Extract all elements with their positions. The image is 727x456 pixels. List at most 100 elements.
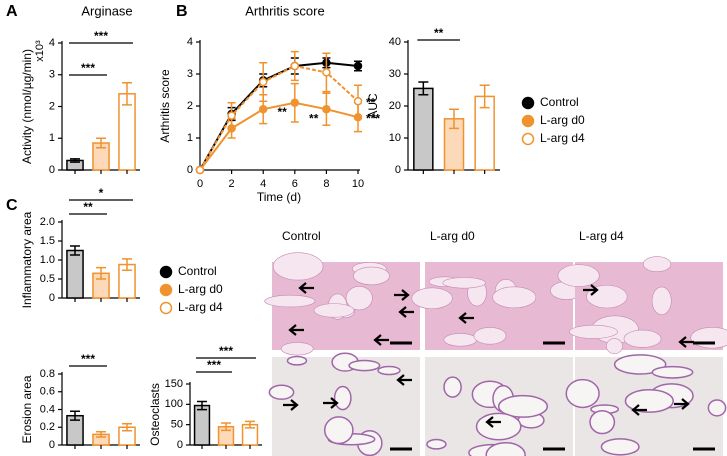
- series-line: [199, 101, 359, 171]
- data-point: [258, 104, 268, 114]
- tissue-feature: [589, 409, 616, 435]
- significance-label: ***: [219, 344, 233, 358]
- arrow: [373, 334, 389, 346]
- data-point: [195, 165, 205, 175]
- tissue-feature: [333, 385, 352, 411]
- error-bar: [122, 258, 132, 272]
- tissue-feature: [353, 266, 390, 286]
- tissue-feature: [473, 327, 507, 345]
- significance-label: ***: [207, 358, 221, 372]
- legend-marker: [159, 283, 173, 297]
- y-tick-label: 3: [49, 69, 55, 81]
- arrow: [583, 284, 599, 296]
- tissue-feature: [345, 286, 373, 311]
- tissue-feature: [411, 287, 453, 310]
- tissue-feature: [600, 438, 640, 456]
- y-tick-label: 2.0: [40, 216, 55, 228]
- histology-image: [268, 352, 420, 456]
- tissue-feature: [443, 376, 462, 398]
- legend-label: Control: [540, 95, 579, 109]
- tissue-feature: [642, 256, 672, 272]
- tissue-feature: [492, 286, 537, 309]
- y-tick-label: 0.5: [40, 273, 55, 285]
- significance-label: ***: [81, 61, 95, 75]
- y-tick-label: 100: [165, 398, 183, 410]
- tissue-feature: [443, 333, 478, 347]
- tissue-feature: [624, 388, 674, 413]
- legend-label: Control: [178, 264, 217, 278]
- arrow: [458, 312, 474, 324]
- legend-marker: [521, 132, 535, 146]
- x-axis-label: Time (d): [257, 190, 301, 204]
- histology-image: [565, 354, 727, 456]
- y-axis-label: Erosion area: [20, 375, 34, 443]
- panel-label: A: [6, 3, 18, 20]
- arrow: [298, 282, 314, 294]
- legend-label: L-arg d4: [178, 300, 223, 314]
- tissue-feature: [485, 441, 526, 456]
- x-tick-label: 10: [352, 178, 364, 190]
- tissue-feature: [565, 378, 600, 409]
- error-bar: [122, 81, 132, 106]
- tissue-feature: [613, 354, 667, 375]
- tissue-feature: [606, 338, 623, 355]
- image-label: L-arg d0: [430, 229, 475, 243]
- y-tick-label: 2: [49, 100, 55, 112]
- tissue-feature: [268, 384, 295, 400]
- legend-marker: [521, 96, 535, 110]
- tissue-feature: [426, 438, 447, 450]
- histology-image: [557, 256, 727, 355]
- y-tick-label: 1: [49, 132, 55, 144]
- y-tick-label: 50: [171, 419, 183, 431]
- arrow: [398, 306, 414, 318]
- error-bar: [70, 245, 80, 256]
- tissue-feature: [651, 365, 694, 379]
- tissue-feature: [651, 286, 672, 316]
- bar: [413, 87, 434, 171]
- tissue-feature: [557, 264, 600, 287]
- y-tick-label: 0: [395, 164, 401, 176]
- tissue-feature: [286, 355, 308, 366]
- significance-label: *: [99, 186, 104, 200]
- image-label: Control: [282, 229, 321, 243]
- tissue-feature: [569, 324, 618, 339]
- bar: [66, 249, 84, 299]
- y-scale-label: x10³: [34, 40, 46, 62]
- arrow: [678, 336, 694, 348]
- x-tick-label: 8: [323, 178, 329, 190]
- arrow: [631, 404, 647, 416]
- panel-label: C: [6, 197, 18, 214]
- error-bar: [122, 422, 132, 432]
- y-axis-label: Osteoclasts: [148, 383, 162, 446]
- y-tick-label: 20: [389, 100, 401, 112]
- data-point: [353, 96, 363, 106]
- data-point: [258, 77, 268, 87]
- y-axis-label: AUC: [366, 93, 380, 119]
- y-tick-label: 0: [49, 164, 55, 176]
- y-tick-label: 4: [187, 36, 193, 48]
- y-tick-label: 2: [187, 100, 193, 112]
- tissue-feature: [497, 394, 549, 418]
- y-axis-label: Arthritis score: [158, 69, 172, 143]
- y-tick-label: 30: [389, 68, 401, 80]
- error-bar: [479, 84, 490, 109]
- y-tick-label: 4: [49, 37, 55, 49]
- y-tick-label: 0: [49, 439, 55, 451]
- data-point: [322, 68, 331, 77]
- significance-label: **: [83, 200, 93, 214]
- y-tick-label: 40: [389, 36, 401, 48]
- y-tick-label: 0.6: [40, 386, 55, 398]
- y-tick-label: 1.5: [40, 235, 55, 247]
- tissue-feature: [377, 365, 401, 376]
- error-bar: [418, 81, 429, 96]
- error-bar: [449, 108, 459, 130]
- y-axis-label: Activity (nmol/µg/min): [20, 49, 34, 164]
- y-tick-label: 0: [49, 292, 55, 304]
- tissue-feature: [272, 252, 324, 281]
- chart-title: Arginase: [81, 3, 132, 18]
- data-point: [227, 111, 236, 120]
- tissue-feature: [475, 412, 522, 441]
- error-bar: [96, 430, 106, 438]
- arrow: [396, 374, 412, 386]
